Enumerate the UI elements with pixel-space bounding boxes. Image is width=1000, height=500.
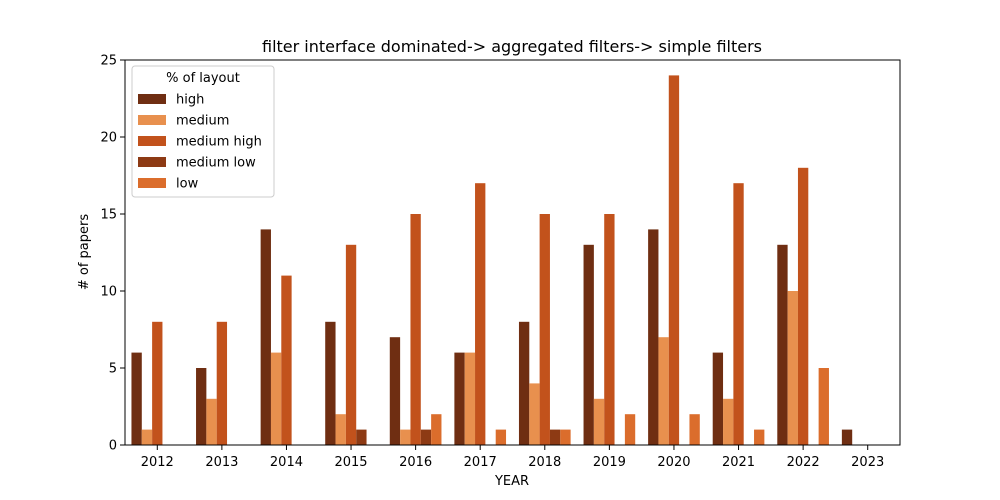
legend-label-high: high — [176, 93, 204, 108]
chart-title: filter interface dominated-> aggregated … — [262, 37, 762, 56]
bar-medium-high-2014 — [281, 275, 292, 445]
x-tick-label: 2020 — [657, 455, 690, 470]
bar-medium-high-2015 — [345, 244, 357, 445]
x-axis-label: YEAR — [494, 474, 529, 489]
y-tick-label: 20 — [100, 131, 117, 146]
legend-swatch-low — [138, 178, 166, 188]
bar-medium-low-2018 — [549, 429, 561, 445]
legend-label-low: low — [176, 177, 199, 192]
legend-swatch-high — [138, 94, 166, 104]
legend-label-medium-low: medium low — [176, 156, 256, 171]
plot-frame — [124, 59, 901, 446]
bar-low-2019 — [624, 414, 636, 445]
bar-medium-high-2017 — [475, 183, 486, 445]
bar-medium-low-2015 — [356, 429, 367, 445]
y-tick-label: 5 — [109, 362, 117, 377]
x-tick-label: 2019 — [593, 455, 626, 470]
y-axis: 0 5 10 15 20 25 — [100, 54, 125, 454]
bar-medium-2019 — [593, 398, 605, 445]
legend-title: % of layout — [166, 71, 240, 86]
bar-medium-2014 — [270, 352, 282, 445]
legend-box — [131, 65, 275, 198]
bar-low-2016 — [431, 414, 442, 445]
bar-high-2012 — [131, 352, 142, 445]
x-tick-label: 2013 — [205, 455, 238, 470]
y-tick-label: 25 — [100, 54, 117, 69]
bar-medium-high-2019 — [604, 214, 615, 445]
x-tick-label: 2023 — [851, 455, 884, 470]
legend-swatch-medium-low — [138, 157, 166, 167]
bar-low-2020 — [689, 414, 700, 445]
bar-high-2014 — [260, 229, 271, 445]
bar-medium-low-2016 — [420, 429, 432, 445]
bar-medium-high-2013 — [216, 321, 228, 445]
bar-high-2018 — [518, 321, 530, 445]
y-axis-label: # of papers — [77, 214, 92, 291]
bar-medium-2018 — [529, 383, 540, 445]
bar-low-2021 — [754, 429, 765, 445]
bar-medium-2013 — [206, 398, 217, 445]
bar-medium-2020 — [658, 337, 669, 445]
bar-low-2017 — [495, 429, 507, 445]
x-tick-label: 2017 — [464, 455, 497, 470]
bar-medium-2021 — [723, 398, 734, 445]
bar-medium-high-2021 — [733, 183, 744, 445]
bar-medium-2016 — [400, 429, 411, 445]
y-tick-label: 15 — [100, 208, 117, 223]
bar-medium-high-2016 — [410, 214, 421, 445]
x-axis: 2012 2013 2014 2015 2016 2017 2018 2019 2020 2021… — [141, 445, 884, 470]
bar-high-2022 — [777, 244, 788, 445]
bar-medium-high-2018 — [539, 214, 550, 445]
bar-medium-2022 — [787, 291, 798, 445]
legend-swatch-medium — [138, 115, 166, 125]
bar-medium-2017 — [464, 352, 476, 445]
bar-low-2018 — [560, 429, 571, 445]
bar-high-2017 — [454, 352, 465, 445]
y-tick-label: 10 — [100, 285, 117, 300]
bar-medium-high-2022 — [797, 167, 809, 446]
bar-high-2013 — [196, 368, 207, 445]
bar-medium-high-2012 — [152, 321, 163, 445]
x-tick-label: 2021 — [722, 455, 755, 470]
legend-swatch-medium-high — [138, 136, 166, 146]
bar-high-2021 — [712, 352, 724, 445]
bar-high-2016 — [389, 337, 401, 445]
x-tick-label: 2016 — [399, 455, 432, 470]
x-tick-label: 2022 — [787, 455, 820, 470]
x-tick-label: 2015 — [334, 455, 367, 470]
bar-high-2015 — [325, 321, 336, 445]
bar-low-2022 — [818, 368, 829, 445]
x-tick-label: 2018 — [528, 455, 561, 470]
bar-high-2023 — [841, 429, 853, 445]
legend-label-medium-high: medium high — [176, 135, 262, 150]
bar-high-2020 — [648, 229, 659, 445]
x-tick-label: 2014 — [270, 455, 303, 470]
bar-high-2019 — [583, 244, 594, 445]
x-tick-label: 2012 — [141, 455, 174, 470]
bar-medium-high-2020 — [668, 75, 680, 446]
bar-medium-2015 — [335, 414, 346, 445]
bar-medium-2012 — [141, 429, 153, 445]
y-tick-label: 0 — [109, 439, 117, 454]
bars-layer — [131, 75, 853, 446]
legend-label-medium: medium — [176, 114, 229, 129]
legend: % of layout high medium medium high medium l… — [131, 65, 275, 198]
